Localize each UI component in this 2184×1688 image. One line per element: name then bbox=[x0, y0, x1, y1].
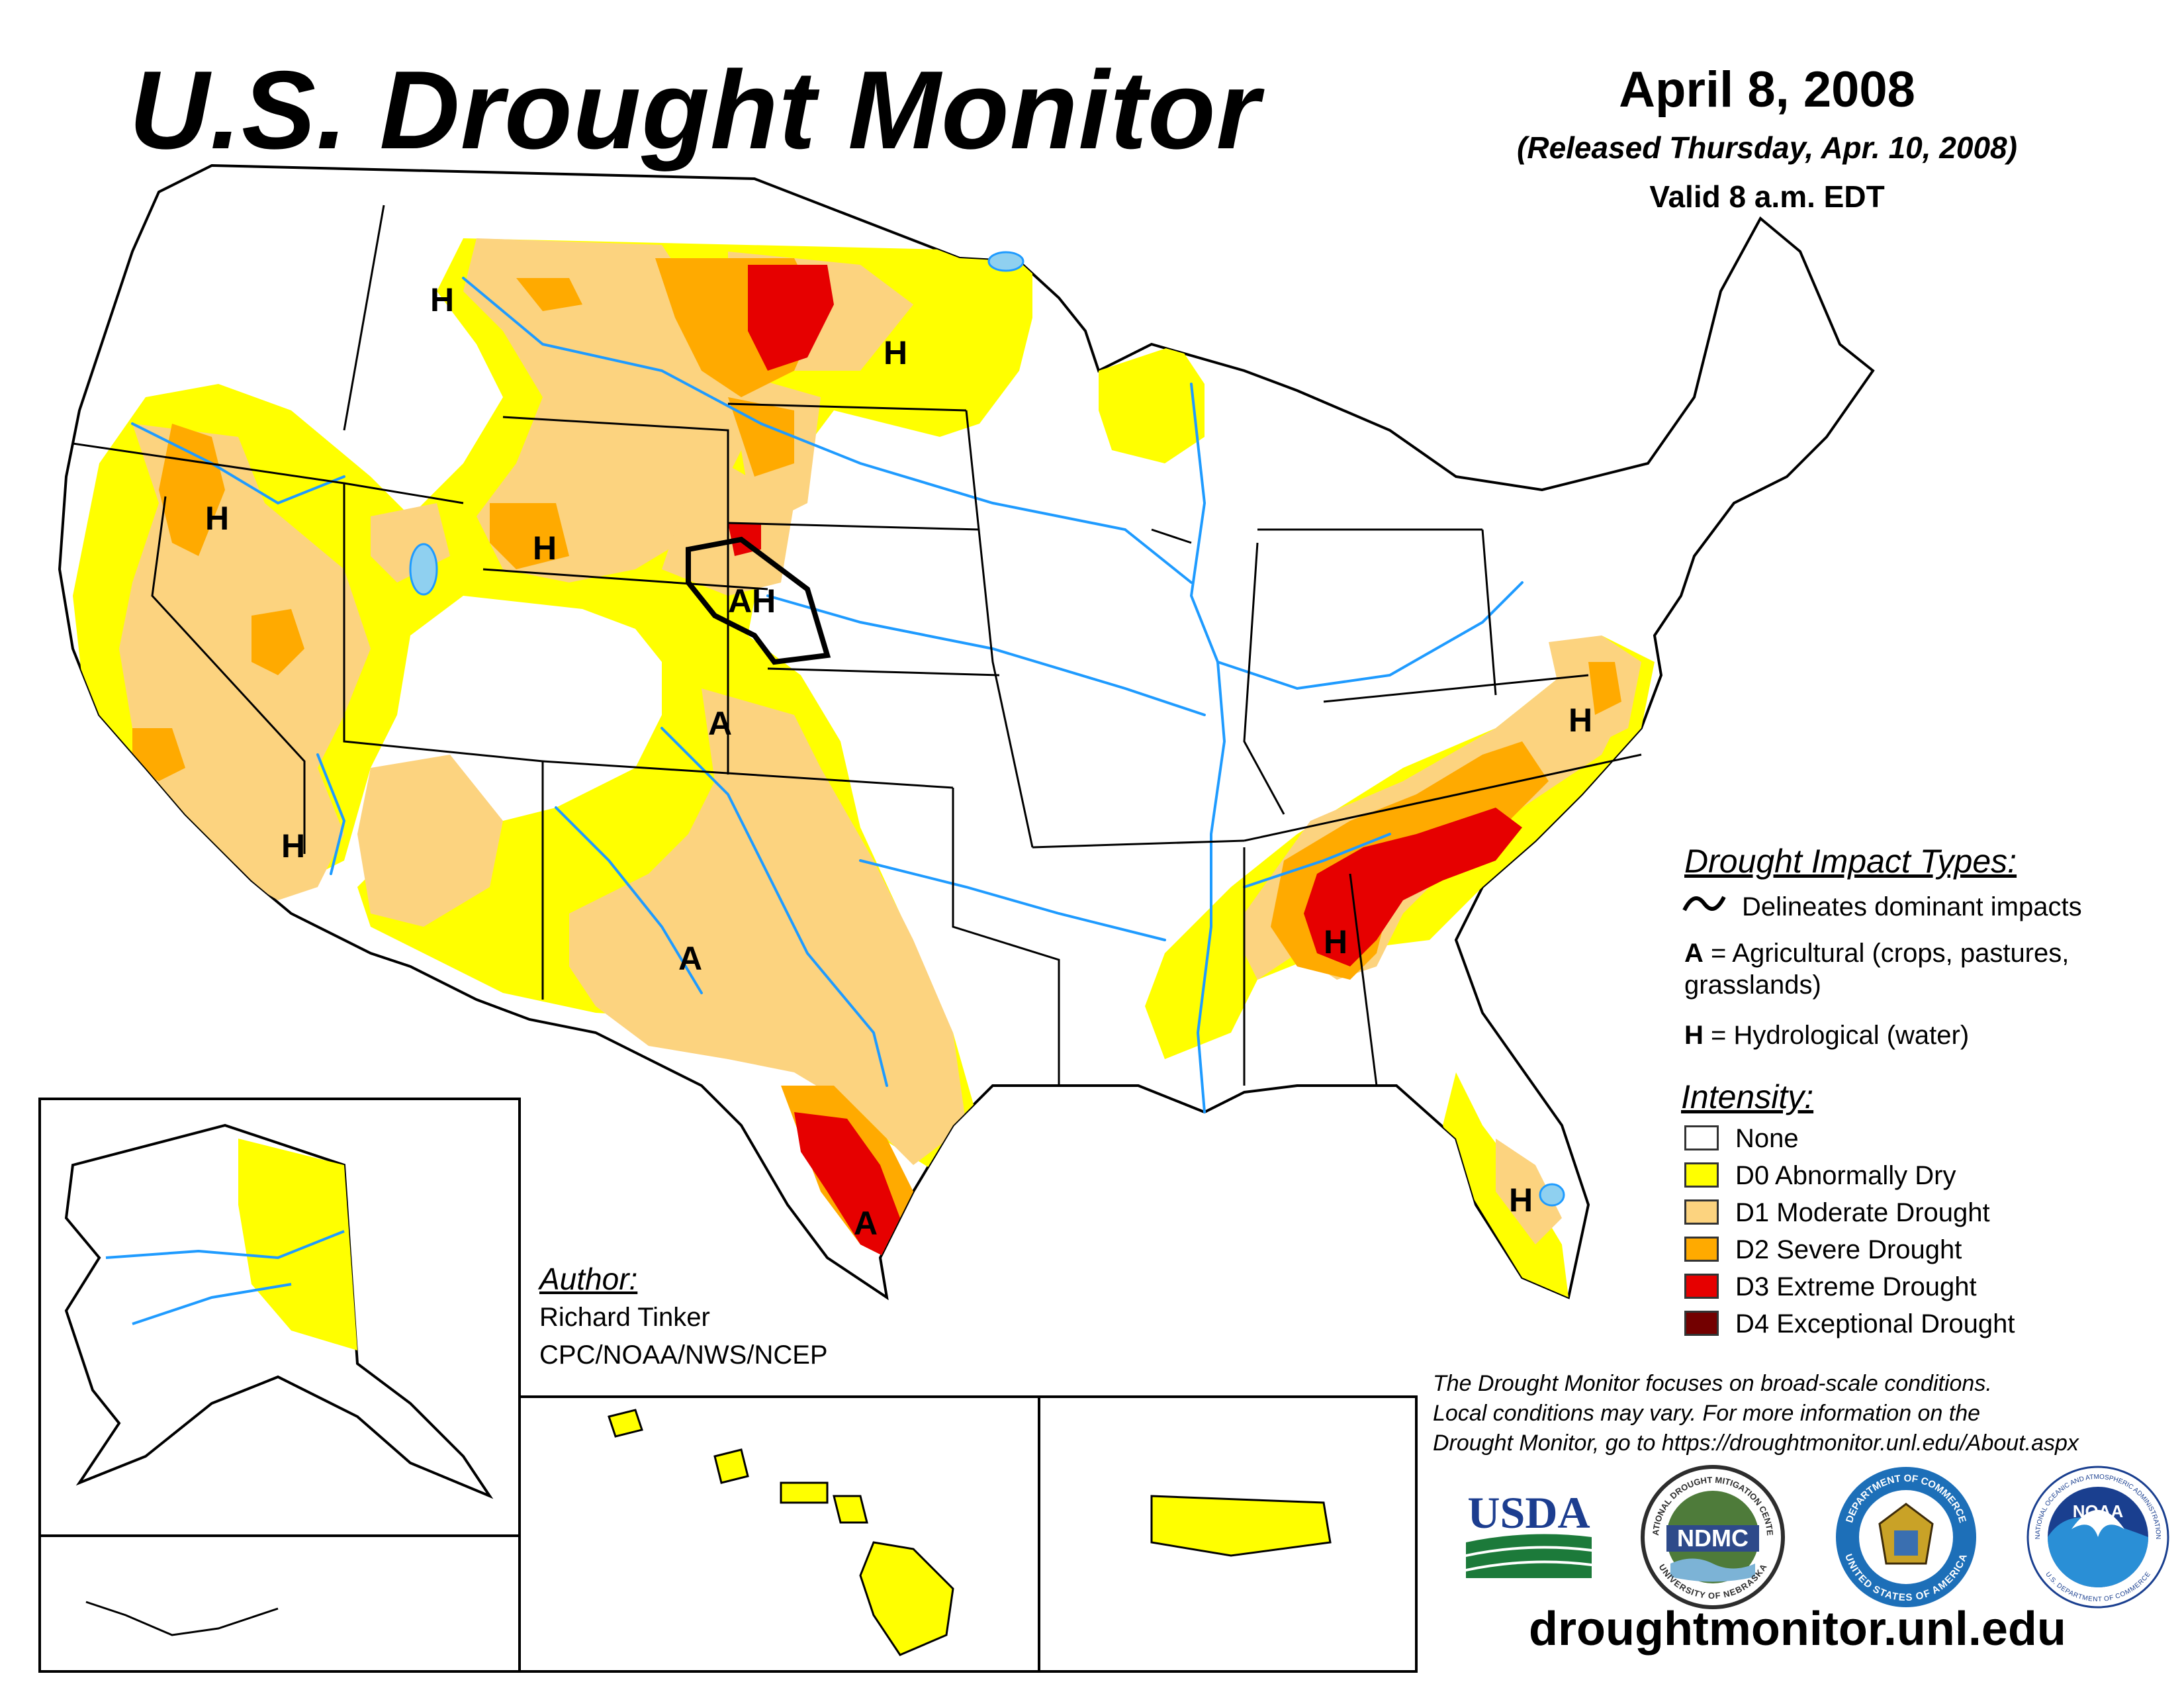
map-label: H bbox=[1509, 1182, 1533, 1219]
website-url: droughtmonitor.unl.edu bbox=[1529, 1603, 2066, 1656]
map-label: A bbox=[708, 705, 732, 742]
map-label: H bbox=[205, 500, 229, 537]
swatch-d2 bbox=[1684, 1237, 1719, 1262]
agricultural-text-2: grasslands) bbox=[1684, 970, 1821, 1000]
release-date: (Released Thursday, Apr. 10, 2008) bbox=[1517, 130, 2017, 165]
map-label: H bbox=[884, 334, 907, 371]
disclaimer-line: Drought Monitor, go to https://droughtmo… bbox=[1433, 1430, 2079, 1456]
page-title: U.S. Drought Monitor bbox=[129, 48, 1261, 172]
intensity-label-d0: D0 Abnormally Dry bbox=[1735, 1161, 1956, 1190]
alaska-rivers bbox=[105, 1230, 345, 1325]
disclaimer-line: The Drought Monitor focuses on broad-sca… bbox=[1433, 1371, 1992, 1396]
map-impact-labels: H H H H AH A A A H H H H bbox=[205, 281, 1592, 1242]
delineation-squiggle-icon bbox=[1682, 896, 1726, 912]
ndmc-logo: NDMC NATIONAL DROUGHT MITIGATION CENTER … bbox=[1637, 1456, 1786, 1610]
map-label: A bbox=[678, 940, 702, 977]
intensity-label-d1: D1 Moderate Drought bbox=[1735, 1198, 1990, 1227]
hawaii-inset-frame bbox=[518, 1395, 1040, 1673]
agricultural-text: = Agricultural (crops, pastures, bbox=[1711, 939, 2070, 968]
noaa-logo-text: NOAA bbox=[2073, 1501, 2124, 1521]
drought-areas bbox=[73, 238, 1655, 1297]
intensity-label-d3: D3 Extreme Drought bbox=[1735, 1272, 1977, 1301]
intensity-heading: Intensity: bbox=[1681, 1078, 1814, 1115]
map-label: AH bbox=[728, 583, 776, 620]
map-label: H bbox=[1324, 923, 1347, 961]
swatch-d4 bbox=[1684, 1311, 1719, 1336]
hydrological-code: H bbox=[1684, 1021, 1704, 1050]
aleutian-islands bbox=[85, 1601, 279, 1636]
swatch-d0 bbox=[1684, 1162, 1719, 1188]
intensity-label-d2: D2 Severe Drought bbox=[1735, 1235, 1962, 1264]
lakes bbox=[409, 251, 1565, 1207]
map-label: H bbox=[1569, 702, 1592, 739]
swatch-d1 bbox=[1684, 1199, 1719, 1225]
noaa-logo: NOAA NATIONAL OCEANIC AND ATMOSPHERIC AD… bbox=[2025, 1464, 2171, 1610]
rivers bbox=[131, 277, 1524, 1113]
swatch-none bbox=[1684, 1125, 1719, 1150]
disclaimer: The Drought Monitor focuses on broad-sca… bbox=[1433, 1369, 2174, 1458]
hydrological-text: = Hydrological (water) bbox=[1711, 1021, 1970, 1050]
delineates-text: Delineates dominant impacts bbox=[1742, 892, 2082, 921]
ndmc-logo-text: NDMC bbox=[1677, 1524, 1749, 1552]
intensity-label-none: None bbox=[1735, 1124, 1799, 1153]
usda-logo-text: USDA bbox=[1467, 1487, 1590, 1538]
commerce-seal-logo: DEPARTMENT OF COMMERCE UNITED STATES OF … bbox=[1833, 1464, 1979, 1610]
author-org: CPC/NOAA/NWS/NCEP bbox=[539, 1340, 828, 1370]
map-label: H bbox=[533, 530, 557, 567]
intensity-label-d4: D4 Exceptional Drought bbox=[1735, 1309, 2015, 1338]
map-label: H bbox=[281, 827, 305, 865]
map-label: H bbox=[430, 281, 454, 318]
state-borders bbox=[72, 205, 1642, 1086]
author-name: Richard Tinker bbox=[539, 1303, 710, 1332]
swatch-d3 bbox=[1684, 1274, 1719, 1299]
impact-types-heading: Drought Impact Types: bbox=[1684, 843, 2017, 880]
agricultural-code: A bbox=[1684, 939, 1704, 968]
alaska-d0-area bbox=[238, 1139, 357, 1350]
map-date: April 8, 2008 bbox=[1619, 62, 1915, 118]
valid-time: Valid 8 a.m. EDT bbox=[1649, 179, 1885, 214]
author-heading: Author: bbox=[539, 1262, 638, 1296]
aleutian-inset-frame bbox=[38, 1534, 521, 1673]
hydrological-legend: H = Hydrological (water) bbox=[1684, 1021, 1969, 1051]
puerto-rico-outline bbox=[1150, 1495, 1332, 1557]
agricultural-legend: A = Agricultural (crops, pastures, bbox=[1684, 939, 2069, 968]
impact-delineation-line bbox=[686, 536, 831, 665]
disclaimer-line: Local conditions may vary. For more info… bbox=[1433, 1401, 1981, 1426]
map-label: A bbox=[854, 1205, 878, 1242]
hawaii-islands bbox=[608, 1409, 954, 1656]
usda-logo: USDA bbox=[1463, 1483, 1595, 1582]
